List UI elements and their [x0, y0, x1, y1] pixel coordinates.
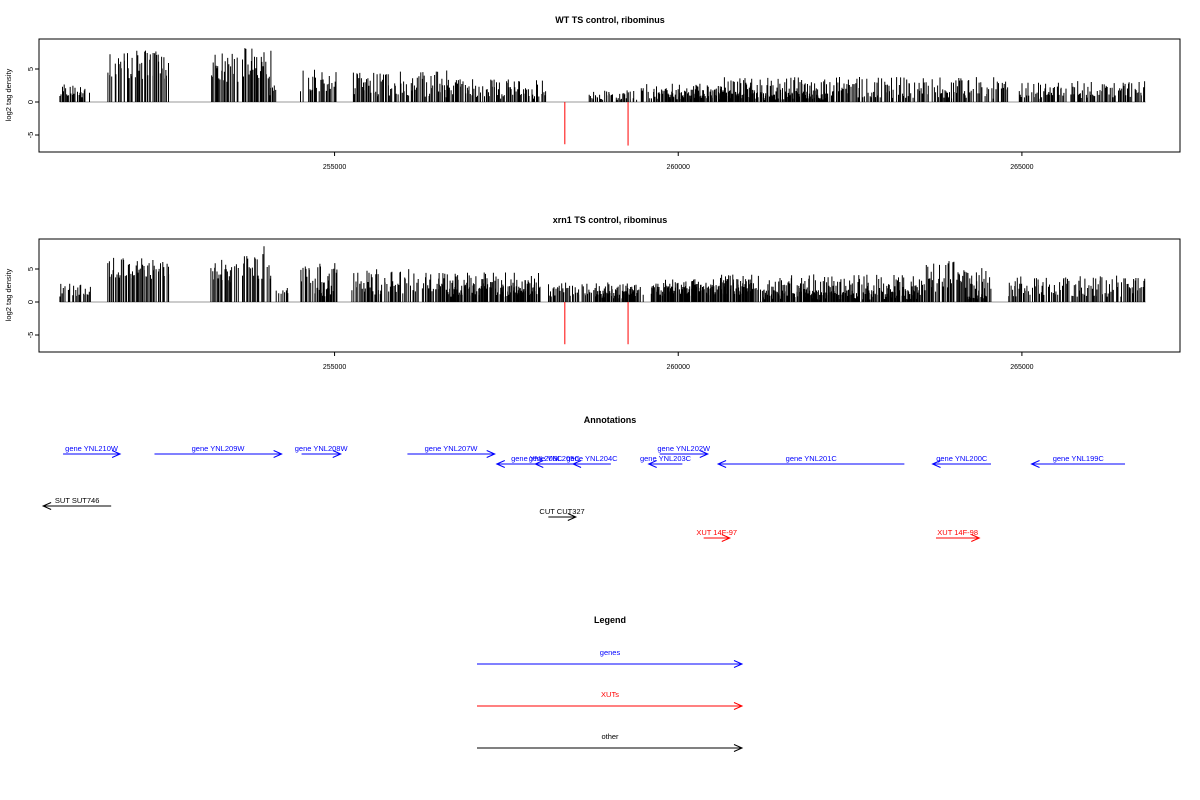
- other-feature-arrow: SUT SUT746: [41, 496, 112, 510]
- density-cluster: [228, 280, 231, 302]
- gene-label: gene YNL203C: [640, 454, 692, 463]
- wt-panel: WT TS control, ribominus log2 tag densit…: [4, 15, 1181, 171]
- legend-section: Legend genes XUTs other: [477, 615, 744, 752]
- y-tick-label: -5: [26, 132, 35, 139]
- gene-arrow: gene YNL210W: [63, 444, 122, 458]
- y-tick-label: 0: [26, 100, 35, 104]
- density-cluster: [1008, 275, 1146, 302]
- annotations-section: Annotations gene YNL210W gene YNL209W gene…: [41, 415, 1126, 542]
- density-cluster: [351, 269, 448, 302]
- wt-plot-area: -5 0 5 255000 260000 265000: [26, 38, 1181, 171]
- xut-arrow: XUT 14F-98: [935, 528, 981, 542]
- x-tick-label: 260000: [667, 164, 690, 171]
- density-bars: [59, 48, 1146, 102]
- xrn1-panel-ylabel: log2 tag density: [4, 268, 13, 321]
- gene-arrow: gene YNL200C: [931, 454, 991, 468]
- legend-item: genes: [477, 648, 744, 668]
- legend-items: genes XUTs other: [477, 648, 744, 752]
- density-cluster: [588, 90, 638, 102]
- gene-label: gene YNL201C: [786, 454, 838, 463]
- other-feature-label: SUT SUT746: [55, 496, 99, 505]
- density-cluster: [966, 294, 987, 302]
- density-cluster: [275, 288, 289, 302]
- plot-frame: [38, 238, 1181, 353]
- density-cluster: [59, 283, 91, 302]
- xrn1-panel-title: xrn1 TS control, ribominus: [553, 215, 668, 225]
- density-cluster: [269, 85, 277, 102]
- gene-label: gene YNL199C: [1053, 454, 1105, 463]
- density-cluster: [447, 282, 541, 302]
- density-cluster: [314, 285, 334, 302]
- other-feature-arrow: CUT CUT327: [539, 507, 585, 521]
- legend-item: other: [477, 732, 744, 752]
- density-cluster: [242, 48, 272, 102]
- xrn1-plot-area: -5 0 5 255000 260000 265000: [26, 238, 1181, 371]
- gene-arrow: gene YNL201C: [716, 454, 905, 468]
- y-tick-label: -5: [26, 332, 35, 339]
- gene-label: gene YNL210W: [65, 444, 119, 453]
- wt-panel-ylabel: log2 tag density: [4, 68, 13, 121]
- x-tick-label: 265000: [1010, 164, 1033, 171]
- legend-title: Legend: [594, 615, 626, 625]
- density-cluster: [756, 91, 829, 102]
- density-cluster: [80, 88, 90, 102]
- gene-arrow: gene YNL204C: [566, 454, 618, 468]
- density-cluster: [1018, 82, 1067, 102]
- x-tick-label: 255000: [323, 364, 346, 371]
- gene-label: gene YNL204C: [566, 454, 618, 463]
- x-tick-label: 255000: [323, 164, 346, 171]
- xut-label: XUT 14F-98: [937, 528, 978, 537]
- gene-label: gene YNL209W: [192, 444, 246, 453]
- other-feature-label: CUT CUT327: [539, 507, 584, 516]
- wt-panel-title: WT TS control, ribominus: [555, 15, 665, 25]
- density-cluster: [946, 92, 950, 102]
- xrn1-panel: xrn1 TS control, ribominus log2 tag dens…: [4, 215, 1181, 371]
- y-tick-label: 0: [26, 300, 35, 304]
- density-cluster: [210, 259, 239, 302]
- density-cluster: [107, 50, 169, 102]
- density-bars: [59, 246, 1146, 302]
- legend-item-label: genes: [600, 648, 621, 657]
- annotations-title: Annotations: [584, 415, 637, 425]
- density-cluster: [925, 261, 960, 302]
- gene-label: gene YNL205C: [529, 454, 581, 463]
- density-cluster: [595, 287, 637, 302]
- gene-label: gene YNL207W: [425, 444, 479, 453]
- gene-arrow: gene YNL203C: [640, 454, 692, 468]
- gene-arrow: gene YNL208W: [295, 444, 349, 458]
- xut-arrow: XUT 14F-97: [696, 528, 737, 542]
- gene-arrow: gene YNL207W: [407, 444, 496, 458]
- density-cluster: [761, 290, 919, 302]
- plot-frame: [38, 38, 1181, 153]
- density-cluster: [445, 79, 547, 102]
- gene-label: gene YNL208W: [295, 444, 349, 453]
- gene-arrow: gene YNL199C: [1030, 454, 1126, 468]
- density-cluster: [107, 257, 170, 302]
- gene-arrow: gene YNL205C: [529, 454, 581, 468]
- legend-item: XUTs: [477, 690, 744, 710]
- gene-arrow: gene YNL209W: [154, 444, 283, 458]
- x-tick-label: 260000: [667, 364, 690, 371]
- gene-label: gene YNL202W: [657, 444, 711, 453]
- density-cluster: [300, 69, 337, 102]
- density-cluster: [1046, 93, 1051, 102]
- density-cluster: [59, 84, 84, 102]
- density-cluster: [211, 53, 239, 102]
- xut-label: XUT 14F-97: [696, 528, 737, 537]
- gene-label: gene YNL206C: [511, 454, 563, 463]
- legend-item-label: other: [601, 732, 619, 741]
- density-cluster: [352, 70, 449, 102]
- annotation-tracks: gene YNL210W gene YNL209W gene YNL208W gene…: [41, 444, 1126, 542]
- gene-arrow: gene YNL202W: [657, 444, 711, 458]
- y-tick-label: 5: [26, 267, 35, 271]
- x-tick-label: 265000: [1010, 364, 1033, 371]
- legend-item-label: XUTs: [601, 690, 619, 699]
- y-tick-label: 5: [26, 67, 35, 71]
- density-cluster: [1070, 81, 1146, 102]
- density-cluster: [242, 246, 272, 302]
- gene-label: gene YNL200C: [936, 454, 988, 463]
